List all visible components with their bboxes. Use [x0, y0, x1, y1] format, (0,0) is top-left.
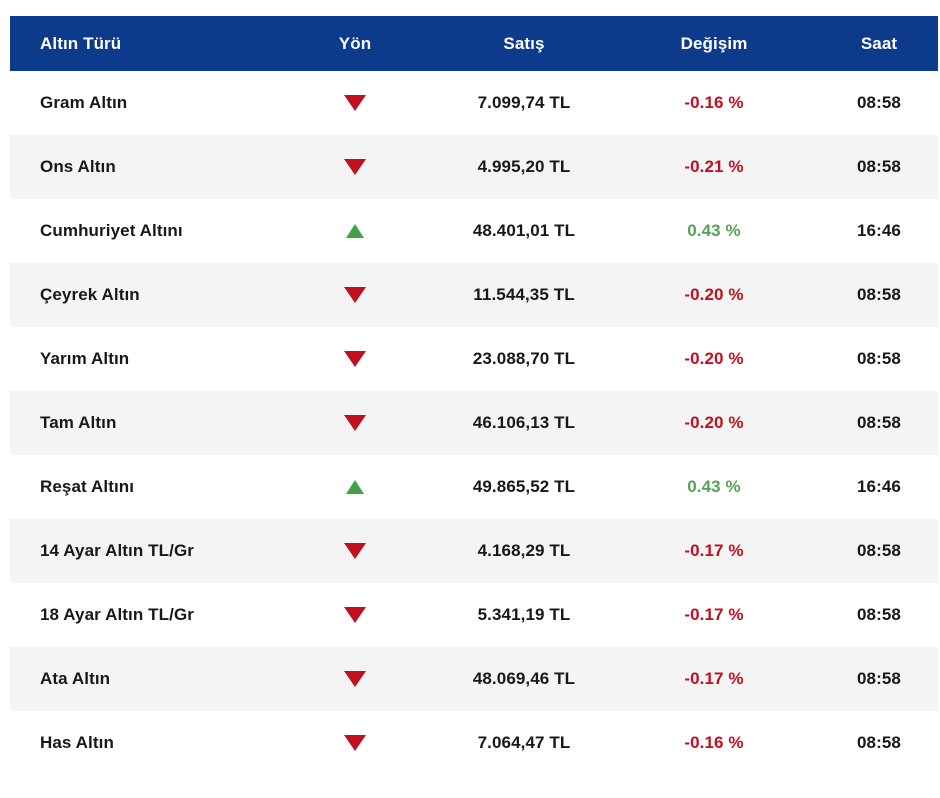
table-row: Ons Altın 4.995,20 TL -0.21 % 08:58	[10, 135, 938, 199]
down-triangle-icon	[344, 95, 366, 111]
column-header-gold-type: Altın Türü	[40, 33, 122, 53]
sale-price-value: 48.401,01 TL	[472, 221, 576, 240]
update-time-value: 16:46	[857, 477, 901, 496]
update-time-value: 08:58	[857, 669, 901, 688]
change-percent-value: -0.21 %	[684, 157, 744, 176]
change-percent-value: -0.17 %	[684, 541, 744, 560]
down-triangle-icon	[344, 735, 366, 751]
change-percent-value: -0.16 %	[684, 93, 744, 112]
direction-cell	[270, 607, 440, 623]
change-percent-value: 0.43 %	[687, 477, 741, 496]
gold-type-label: Yarım Altın	[40, 349, 130, 368]
sale-price-value: 48.069,46 TL	[472, 669, 576, 688]
change-percent-value: 0.43 %	[687, 221, 741, 240]
down-triangle-icon	[344, 415, 366, 431]
direction-cell	[270, 415, 440, 431]
table-row: Tam Altın 46.106,13 TL -0.20 % 08:58	[10, 391, 938, 455]
direction-cell	[270, 159, 440, 175]
down-triangle-icon	[344, 287, 366, 303]
update-time-value: 08:58	[857, 413, 901, 432]
sale-price-value: 46.106,13 TL	[472, 413, 576, 432]
update-time-value: 08:58	[857, 349, 901, 368]
update-time-value: 08:58	[857, 733, 901, 752]
direction-cell	[270, 543, 440, 559]
gold-type-label: Ata Altın	[40, 669, 111, 688]
down-triangle-icon	[344, 159, 366, 175]
update-time-value: 08:58	[857, 285, 901, 304]
gold-prices-table: Altın Türü Yön Satış Değişim Saat Gram A…	[10, 16, 938, 775]
direction-cell	[270, 671, 440, 687]
sale-price-value: 4.995,20 TL	[477, 157, 571, 176]
table-row: 14 Ayar Altın TL/Gr 4.168,29 TL -0.17 % …	[10, 519, 938, 583]
change-percent-value: -0.20 %	[684, 413, 744, 432]
sale-price-value: 23.088,70 TL	[472, 349, 576, 368]
gold-type-label: Ons Altın	[40, 157, 116, 176]
direction-cell	[270, 224, 440, 238]
gold-type-label: Gram Altın	[40, 93, 128, 112]
direction-cell	[270, 351, 440, 367]
table-row: Çeyrek Altın 11.544,35 TL -0.20 % 08:58	[10, 263, 938, 327]
up-triangle-icon	[346, 480, 364, 494]
table-header-row: Altın Türü Yön Satış Değişim Saat	[10, 16, 938, 71]
change-percent-value: -0.17 %	[684, 669, 744, 688]
update-time-value: 08:58	[857, 541, 901, 560]
sale-price-value: 49.865,52 TL	[472, 477, 576, 496]
gold-type-label: Çeyrek Altın	[40, 285, 140, 304]
update-time-value: 08:58	[857, 93, 901, 112]
update-time-value: 08:58	[857, 157, 901, 176]
direction-cell	[270, 480, 440, 494]
change-percent-value: -0.20 %	[684, 285, 744, 304]
down-triangle-icon	[344, 351, 366, 367]
gold-type-label: Reşat Altını	[40, 477, 135, 496]
update-time-value: 16:46	[857, 221, 901, 240]
column-header-sale: Satış	[503, 33, 545, 53]
column-header-direction: Yön	[338, 33, 372, 53]
change-percent-value: -0.20 %	[684, 349, 744, 368]
change-percent-value: -0.16 %	[684, 733, 744, 752]
sale-price-value: 4.168,29 TL	[477, 541, 571, 560]
gold-type-label: Cumhuriyet Altını	[40, 221, 183, 240]
table-row: Has Altın 7.064,47 TL -0.16 % 08:58	[10, 711, 938, 775]
gold-type-label: 18 Ayar Altın TL/Gr	[40, 605, 194, 624]
column-header-change: Değişim	[680, 33, 748, 53]
column-header-time: Saat	[860, 33, 898, 53]
sale-price-value: 11.544,35 TL	[473, 285, 575, 304]
up-triangle-icon	[346, 224, 364, 238]
gold-type-label: 14 Ayar Altın TL/Gr	[40, 541, 194, 560]
table-row: 18 Ayar Altın TL/Gr 5.341,19 TL -0.17 % …	[10, 583, 938, 647]
down-triangle-icon	[344, 543, 366, 559]
table-row: Reşat Altını 49.865,52 TL 0.43 % 16:46	[10, 455, 938, 519]
table-row: Ata Altın 48.069,46 TL -0.17 % 08:58	[10, 647, 938, 711]
sale-price-value: 5.341,19 TL	[477, 605, 571, 624]
sale-price-value: 7.099,74 TL	[477, 93, 571, 112]
direction-cell	[270, 735, 440, 751]
down-triangle-icon	[344, 671, 366, 687]
gold-type-label: Has Altın	[40, 733, 114, 752]
table-body: Gram Altın 7.099,74 TL -0.16 % 08:58 Ons…	[10, 71, 938, 775]
gold-type-label: Tam Altın	[40, 413, 117, 432]
down-triangle-icon	[344, 607, 366, 623]
table-row: Yarım Altın 23.088,70 TL -0.20 % 08:58	[10, 327, 938, 391]
table-row: Gram Altın 7.099,74 TL -0.16 % 08:58	[10, 71, 938, 135]
table-row: Cumhuriyet Altını 48.401,01 TL 0.43 % 16…	[10, 199, 938, 263]
sale-price-value: 7.064,47 TL	[477, 733, 571, 752]
change-percent-value: -0.17 %	[684, 605, 744, 624]
direction-cell	[270, 287, 440, 303]
direction-cell	[270, 95, 440, 111]
update-time-value: 08:58	[857, 605, 901, 624]
